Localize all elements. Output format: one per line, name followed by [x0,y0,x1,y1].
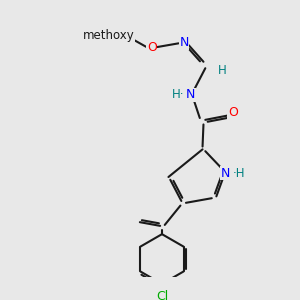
Text: H: H [218,64,226,76]
Text: N: N [186,88,195,101]
Text: methoxy: methoxy [82,28,134,41]
Text: N: N [179,36,189,49]
Text: H·: H· [171,88,184,101]
Text: Cl: Cl [156,290,168,300]
Text: O: O [228,106,238,119]
Text: N: N [221,167,230,180]
Text: ·H: ·H [233,167,246,180]
Text: O: O [147,41,157,54]
